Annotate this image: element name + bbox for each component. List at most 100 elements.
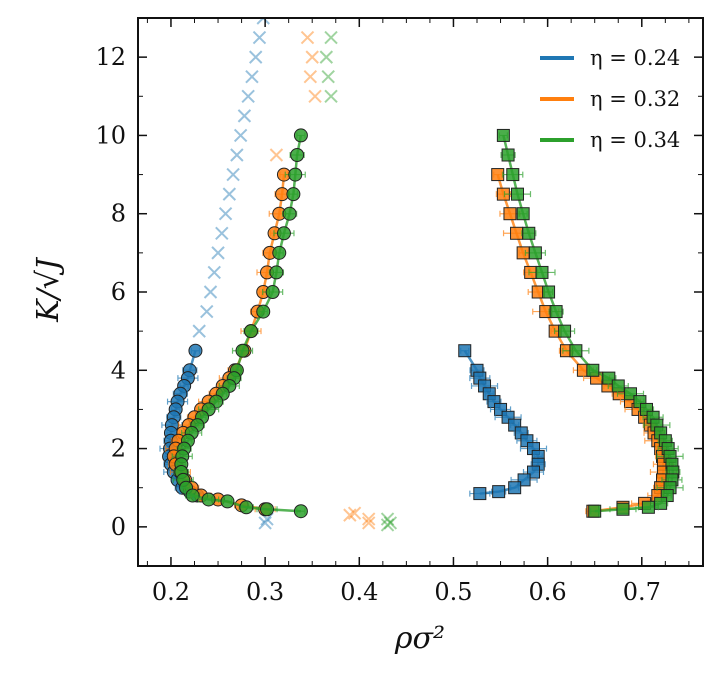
cross-marker: [207, 265, 221, 280]
cross-marker: [241, 89, 255, 103]
vapor-point: [269, 265, 284, 280]
y-tick-label: 8: [111, 200, 126, 228]
y-tick-label: 2: [111, 435, 126, 463]
cross-marker: [269, 148, 284, 162]
cross-marker: [324, 30, 338, 45]
cross-marker: [383, 516, 398, 530]
cross-marker: [308, 89, 322, 103]
liquid-point: [586, 363, 600, 377]
x-tick-label: 0.5: [434, 578, 472, 606]
cross-marker: [249, 50, 263, 64]
y-tick-label: 4: [111, 356, 126, 384]
cross-marker: [321, 70, 335, 84]
cross-marker: [319, 50, 334, 64]
legend-label: η = 0.34: [590, 128, 680, 152]
vapor-point: [235, 343, 250, 358]
liquid-point: [458, 344, 472, 358]
liquid-point: [535, 265, 549, 279]
liquid-point: [558, 324, 572, 338]
x-tick-label: 0.7: [623, 578, 661, 606]
liquid-point: [616, 502, 630, 516]
cross-marker: [380, 518, 395, 532]
cross-marker: [252, 30, 267, 45]
x-tick-label: 0.4: [340, 578, 378, 606]
liquid-point: [496, 128, 510, 142]
vapor-point: [220, 494, 235, 509]
liquid-point: [503, 207, 517, 221]
vapor-point: [286, 187, 301, 202]
liquid-point: [641, 500, 655, 514]
x-tick-label: 0.3: [246, 578, 284, 606]
liquid-point: [549, 305, 563, 319]
liquid-point: [569, 344, 583, 358]
vapor-point: [293, 128, 308, 143]
cross-marker: [362, 516, 376, 530]
series-1: [159, 18, 548, 530]
legend-label: η = 0.32: [590, 87, 680, 111]
cross-marker: [218, 207, 233, 221]
liquid-point: [611, 379, 625, 393]
cross-marker: [230, 148, 244, 162]
vapor-point: [188, 343, 203, 358]
y-tick-label: 10: [95, 121, 126, 149]
ticks: 0.2 0.3 0.4 0.5 0.6 0.7 0 2 4 6 8 10 12: [95, 17, 703, 606]
liquid-point: [501, 148, 515, 162]
cross-marker: [362, 512, 376, 526]
y-tick-label: 6: [111, 278, 126, 306]
x-tick-label: 0.2: [152, 578, 190, 606]
cross-marker: [203, 285, 218, 299]
cross-marker: [347, 506, 362, 520]
vapor-point: [272, 245, 287, 260]
cross-marker: [200, 304, 214, 319]
liquid-branch-line: [496, 174, 665, 513]
y-tick-label: 0: [111, 513, 126, 541]
vapor-point: [260, 502, 275, 517]
vapor-point: [288, 167, 303, 182]
liquid-point: [522, 226, 536, 240]
vapor-point: [244, 324, 258, 339]
cross-marker: [256, 18, 270, 25]
cross-marker: [222, 187, 237, 201]
legend: η = 0.24 η = 0.32 η = 0.34: [540, 46, 680, 152]
liquid-point: [492, 485, 506, 499]
liquid-point: [508, 481, 522, 495]
cross-marker: [215, 226, 229, 240]
vapor-point: [256, 304, 271, 319]
liquid-point: [510, 187, 524, 201]
cross-marker: [305, 50, 319, 64]
vapor-point: [239, 500, 254, 515]
liquid-point: [510, 226, 524, 240]
vapor-point: [282, 206, 297, 221]
liquid-point: [542, 285, 556, 299]
vapor-point: [201, 492, 216, 507]
x-tick-label: 0.6: [529, 578, 567, 606]
vapor-point: [276, 226, 291, 241]
cross-marker: [237, 109, 252, 123]
cross-marker: [258, 516, 272, 530]
cross-marker: [245, 70, 259, 84]
liquid-point: [516, 207, 530, 221]
y-axis-label: K/√J: [31, 256, 66, 323]
x-axis-label: ρσ²: [394, 621, 445, 656]
legend-label: η = 0.24: [590, 46, 680, 70]
cross-marker: [343, 508, 357, 522]
liquid-point: [491, 168, 505, 182]
liquid-point: [528, 246, 542, 260]
liquid-point: [588, 504, 602, 518]
cross-marker: [211, 246, 225, 260]
cross-marker: [303, 70, 318, 84]
series-3: [171, 30, 684, 532]
cross-marker: [192, 324, 206, 338]
vapor-point: [265, 285, 280, 299]
plot-area: [159, 18, 684, 532]
liquid-point: [506, 168, 520, 182]
vapor-branch-line: [172, 174, 286, 511]
vapor-point: [185, 488, 200, 503]
cross-marker: [233, 128, 248, 143]
liquid-point: [473, 487, 487, 501]
cross-marker: [226, 167, 240, 182]
vapor-point: [290, 148, 305, 162]
y-tick-label: 12: [95, 43, 126, 71]
vapor-point: [293, 504, 308, 519]
